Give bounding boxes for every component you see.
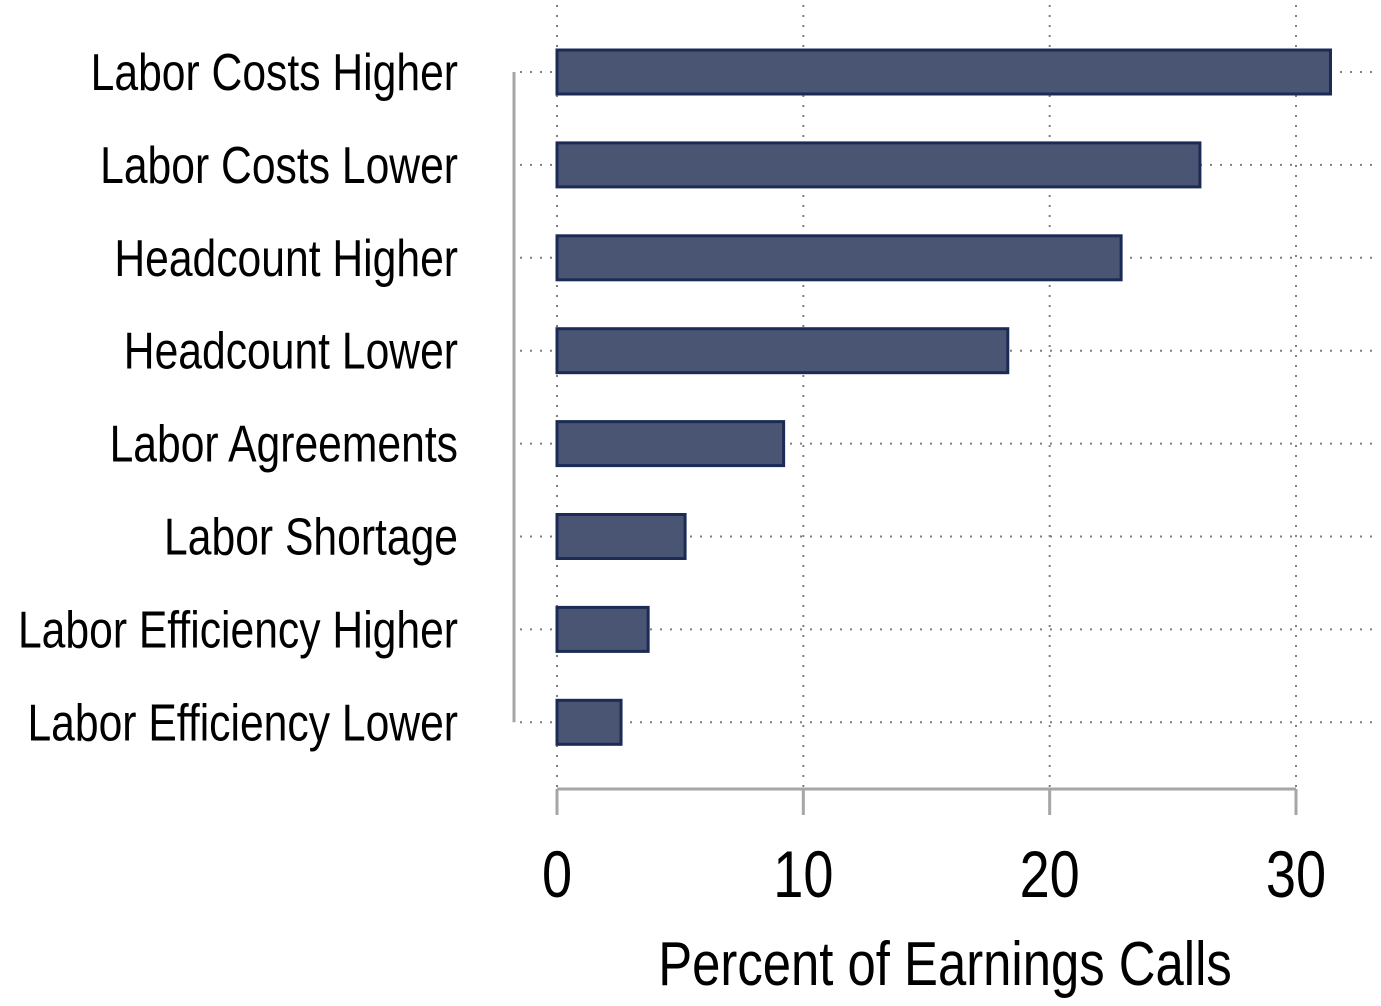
category-label-group: Labor Costs Lower: [100, 137, 458, 195]
category-label: Labor Agreements: [110, 416, 458, 474]
x-tick-label: 20: [1020, 837, 1080, 911]
bar: [555, 698, 623, 746]
gridlines: [520, 5, 1378, 787]
category-label: Labor Shortage: [164, 509, 458, 567]
bar: [555, 234, 1123, 282]
category-label: Labor Costs Higher: [91, 44, 458, 102]
bar: [555, 48, 1332, 96]
x-tick-label-group: 20: [1020, 837, 1080, 911]
category-label-group: Labor Shortage: [164, 509, 458, 567]
category-label-group: Labor Agreements: [110, 416, 458, 474]
category-labels: Labor Costs Higher Labor Costs Lower Headc…: [18, 44, 458, 752]
category-label: Headcount Higher: [114, 230, 458, 288]
x-tick-label: 0: [542, 837, 572, 911]
category-label-group: Headcount Lower: [124, 323, 458, 381]
bar: [555, 420, 786, 468]
category-label: Labor Efficiency Lower: [27, 694, 458, 752]
x-tick-label-group: 10: [773, 837, 833, 911]
axes: [512, 72, 1298, 815]
x-tick-label: 10: [773, 837, 833, 911]
x-tick-label: 30: [1266, 837, 1326, 911]
category-label: Labor Efficiency Higher: [18, 601, 458, 659]
category-label-group: Labor Costs Higher: [91, 44, 458, 102]
category-label: Headcount Lower: [124, 323, 458, 381]
bar: [555, 141, 1202, 189]
x-tick-label-group: 30: [1266, 837, 1326, 911]
x-tick-label-group: 0: [542, 837, 572, 911]
bar: [555, 327, 1010, 375]
bars: [555, 48, 1332, 746]
x-tick-labels: 0 10 20 30: [542, 837, 1326, 911]
category-label: Labor Costs Lower: [100, 137, 458, 195]
bar: [555, 513, 687, 560]
category-label-group: Labor Efficiency Lower: [27, 694, 458, 752]
bar: [555, 605, 650, 653]
x-axis-label: Percent of Earnings Calls: [658, 930, 1232, 999]
category-label-group: Headcount Higher: [114, 230, 458, 288]
category-label-group: Labor Efficiency Higher: [18, 601, 458, 659]
